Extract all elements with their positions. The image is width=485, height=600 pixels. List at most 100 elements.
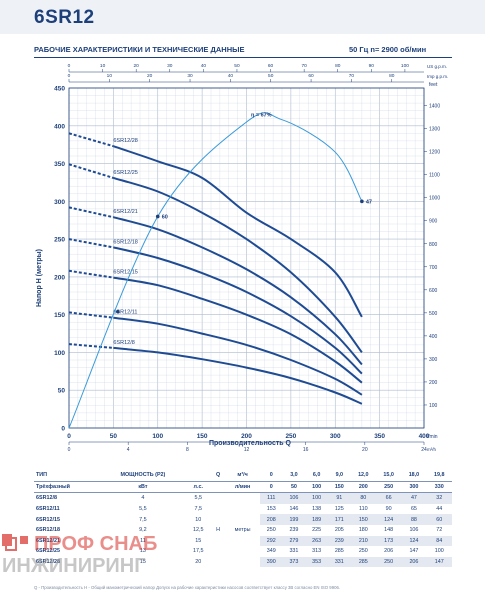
- m3h-tick-label: 0: [68, 447, 71, 453]
- x-tick-label: 100: [152, 433, 163, 440]
- imp-unit-label: Imp g.p.m.: [427, 74, 448, 79]
- table-cell: [211, 557, 225, 568]
- table-cell: 5,5: [139, 506, 147, 513]
- table-cell: 5,5: [194, 495, 203, 502]
- table-cell: 285: [334, 548, 344, 555]
- us-tick-label: 60: [268, 63, 274, 69]
- y-tick-label: 350: [54, 161, 65, 168]
- us-tick-label: 80: [335, 63, 341, 69]
- feet-unit-label: feet: [429, 82, 438, 88]
- table-cell: МОЩНОСТЬ (P2): [100, 470, 186, 482]
- frequency-info: 50 Гц n= 2900 об/мин: [349, 45, 427, 54]
- feet-tick-label: 100: [429, 403, 438, 409]
- table-cell: 349: [266, 548, 276, 555]
- efficiency-point: [155, 214, 160, 219]
- table-cell: 72: [436, 527, 443, 534]
- table-cell: [185, 470, 211, 482]
- table-cell: 100: [305, 492, 328, 504]
- table-cell: 18,0: [401, 470, 427, 482]
- table-row: Трёхфазный кВт л.с. л/мин 0 50 100 150 200 250 300…: [34, 481, 452, 494]
- table-cell: 313: [312, 548, 322, 555]
- table-cell: 15: [195, 537, 202, 544]
- table-cell: 124: [375, 514, 402, 525]
- table-cell: 250: [375, 556, 402, 568]
- table-cell: 10: [195, 516, 202, 523]
- feet-tick-label: 900: [429, 219, 438, 225]
- curve-label: 6SR12/28: [113, 138, 137, 144]
- table-cell: [211, 546, 225, 557]
- feet-tick-label: 500: [429, 311, 438, 317]
- header-bar: [0, 0, 485, 34]
- chart-curves: 6SR12/28 6SR12/25 6SR12/21 6SR12/18 6SR12/15…: [68, 132, 363, 405]
- table-cell: 285: [350, 556, 376, 568]
- table-cell: м³/ч: [225, 470, 260, 482]
- us-unit-label: US g.p.m.: [427, 64, 447, 69]
- imp-tick-label: 0: [68, 73, 71, 79]
- m3h-tick-label: 16: [303, 447, 309, 453]
- table-cell: 80: [350, 492, 376, 504]
- efficiency-point-label: 47: [366, 199, 372, 205]
- table-cell: 250: [266, 527, 276, 534]
- curve-label: 6SR12/8: [113, 340, 134, 346]
- feet-tick-label: 1000: [429, 196, 440, 202]
- table-cell: 91: [327, 492, 351, 504]
- efficiency-curve: η = 67% 60 47: [68, 112, 372, 429]
- table-cell: 88: [401, 514, 427, 525]
- table-cell: 239: [327, 535, 351, 547]
- table-cell: 6SR12/28: [36, 559, 60, 566]
- table-cell: [225, 493, 260, 504]
- table-cell: 6SR12/15: [36, 516, 60, 523]
- m3h-tick-label: 4: [127, 447, 130, 453]
- table-cell: 7,5: [139, 516, 147, 523]
- pump-curve-dashed: [68, 206, 114, 219]
- table-cell: 15: [139, 559, 146, 566]
- y-tick-label: 150: [54, 312, 65, 319]
- table-cell: 250: [375, 481, 402, 494]
- table-cell: 208: [259, 514, 283, 525]
- imp-tick-label: 60: [308, 73, 314, 79]
- table-cell: 65: [410, 506, 417, 513]
- table-cell: [225, 557, 260, 568]
- x-tick-label: 0: [67, 433, 71, 440]
- efficiency-point-label: 60: [162, 214, 168, 220]
- table-cell: [211, 504, 225, 515]
- m3h-tick-label: 20: [362, 447, 368, 453]
- x-tick-label: 400: [419, 433, 430, 440]
- table-cell: 6,0: [305, 470, 328, 482]
- x-axis-label: Производительность Q: [209, 440, 292, 447]
- table-cell: 6SR12/25: [36, 548, 60, 555]
- table-cell: [225, 546, 260, 557]
- table-cell: [225, 514, 260, 525]
- curve-label: 6SR12/11: [113, 310, 137, 316]
- table-cell: 66: [375, 492, 402, 504]
- table-cell: 150: [327, 481, 351, 494]
- table-cell: 60: [426, 514, 452, 525]
- imp-tick-label: 10: [107, 73, 113, 79]
- us-tick-label: 20: [134, 63, 140, 69]
- x-tick-label: 200: [241, 433, 252, 440]
- table-cell: 189: [305, 514, 328, 525]
- pump-curve: [113, 276, 363, 384]
- table-cell: л.с.: [185, 481, 211, 494]
- table-cell: [211, 493, 225, 504]
- table-cell: 250: [358, 548, 368, 555]
- feet-tick-label: 1400: [429, 104, 440, 110]
- table-cell: 200: [350, 481, 376, 494]
- table-cell: 353: [305, 556, 328, 568]
- table-cell: Q: [210, 470, 226, 482]
- us-tick-label: 40: [201, 63, 207, 69]
- table-cell: 4: [141, 495, 145, 502]
- feet-tick-label: 800: [429, 242, 438, 248]
- table-cell: 100: [434, 548, 444, 555]
- y-tick-label: 250: [54, 237, 65, 244]
- table-cell: 11: [140, 537, 146, 544]
- table-cell: 153: [266, 506, 276, 513]
- watermark-line2: ИНЖИНИРИНГ: [2, 555, 146, 577]
- table-cell: 44: [436, 506, 443, 513]
- table-cell: 12,5: [193, 527, 204, 534]
- x-tick-label: 150: [197, 433, 208, 440]
- pump-curve: [113, 176, 363, 354]
- pump-curve: [113, 316, 363, 396]
